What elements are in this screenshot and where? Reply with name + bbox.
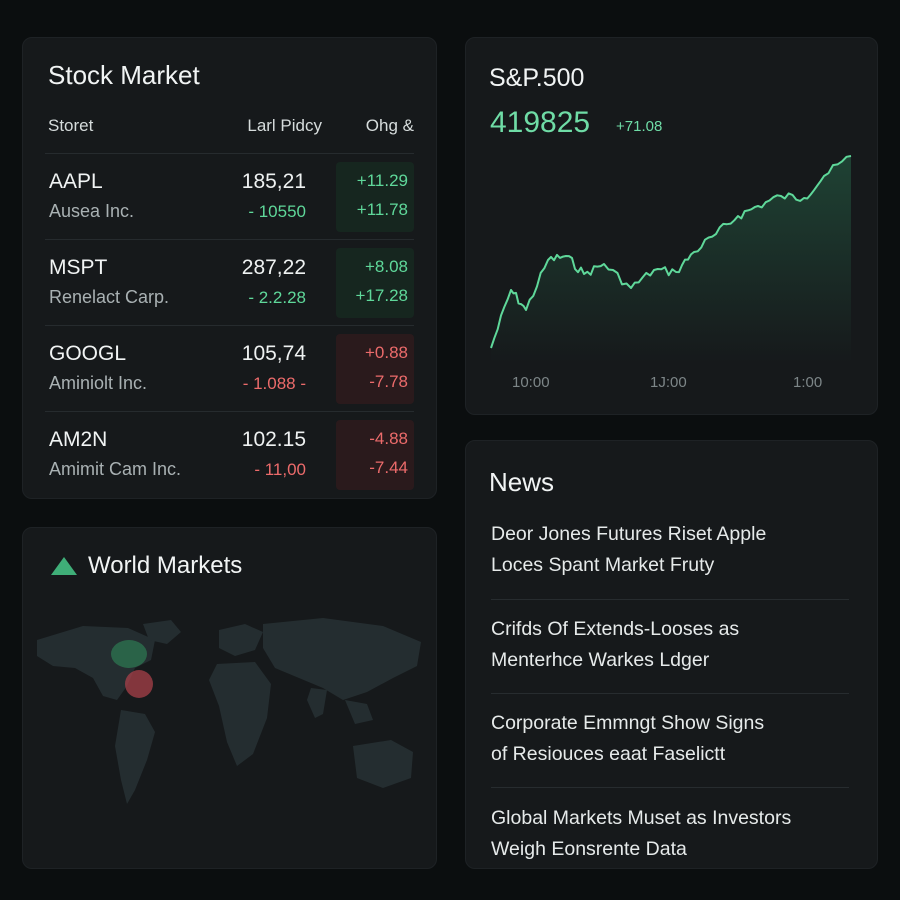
map-india [307, 688, 327, 718]
news-headline-line: Corporate Emmngt Show Signs [491, 712, 765, 734]
company-name: Ausea Inc. [49, 201, 135, 221]
change-percent: -7.78 [369, 372, 408, 391]
news-item[interactable]: Corporate Emmngt Show Signs of Resiouces… [491, 708, 849, 770]
news-headline-line: of Resiouces eaat Faselictt [491, 743, 726, 765]
news-item[interactable]: Crifds Of Extends-Looses as Menterhce Wa… [491, 614, 849, 676]
company-name: Amimit Cam Inc. [49, 459, 182, 479]
price-change: - 11,00 [254, 460, 306, 479]
map-europe [219, 624, 263, 656]
sp500-value: 419825 [490, 106, 591, 139]
header-change[interactable]: Ohg & [365, 116, 414, 135]
news-divider [491, 599, 849, 600]
change-value: +8.08 [364, 257, 408, 276]
news-divider [491, 693, 849, 694]
stock-row-am2n[interactable]: AM2N Amimit Cam Inc. 102.15 - 11,00 -4.8… [45, 412, 414, 498]
sp500-area [491, 156, 851, 363]
x-tick-label: 1J:00 [650, 374, 687, 391]
stock-row-mspt[interactable]: MSPT Renelact Carp. 287,22 - 2.2.28 +8.0… [45, 240, 414, 326]
stock-price: 185,21 [241, 170, 306, 193]
change-percent: +17.28 [355, 286, 408, 305]
price-change: - 2.2.28 [248, 288, 306, 307]
news-headline-line: Weigh Eonsrente Data [491, 838, 687, 860]
sp500-change: +71.08 [616, 118, 663, 135]
map-greenland [143, 620, 181, 644]
change-badge: +11.29 +11.78 [336, 162, 414, 232]
news-card: News Deor Jones Futures Riset Apple Loce… [465, 440, 878, 869]
sp500-title: S&P.500 [489, 64, 585, 92]
change-value: -4.88 [369, 429, 408, 448]
change-percent: +11.78 [356, 200, 408, 219]
news-headline-line: Crifds Of Extends-Looses as [491, 618, 740, 640]
change-value: +0.88 [364, 343, 408, 362]
company-name: Renelact Carp. [49, 287, 170, 307]
price-change: - 10550 [248, 202, 306, 221]
map-highlight-na-south [125, 670, 153, 698]
news-item[interactable]: Global Markets Muset as Investors Weigh … [491, 803, 849, 865]
stock-symbol: AM2N [49, 428, 108, 451]
map-se-asia [345, 700, 373, 724]
price-change: - 1.088 - [242, 374, 306, 393]
news-item[interactable]: Deor Jones Futures Riset Apple Loces Spa… [491, 519, 849, 581]
news-headline-line: Global Markets Muset as Investors [491, 807, 792, 829]
stock-row-googl[interactable]: GOOGL Aminiolt Inc. 105,74 - 1.088 - +0.… [45, 326, 414, 412]
world-markets-card: World Markets [22, 527, 437, 869]
stock-symbol: GOOGL [49, 342, 127, 365]
sp500-card: S&P.500 419825 +71.08 10:00 1J:00 1:00 [465, 37, 878, 415]
triangle-up-icon [51, 557, 77, 575]
header-last-price[interactable]: Larl Pidcy [247, 116, 322, 135]
sp500-line [490, 155, 852, 349]
stock-market-card: Stock Market Storet Larl Pidcy Ohg & AAP… [22, 37, 437, 499]
change-badge: +0.88 -7.78 [336, 334, 414, 404]
company-name: Aminiolt Inc. [49, 373, 148, 393]
news-divider [491, 787, 849, 788]
world-markets-title: World Markets [88, 552, 243, 579]
stock-symbol: MSPT [49, 256, 108, 279]
world-map[interactable] [23, 528, 437, 869]
header-divider [45, 153, 414, 154]
stock-market-title: Stock Market [48, 60, 200, 90]
map-asia [263, 618, 421, 700]
stock-price: 105,74 [241, 342, 306, 365]
stock-table-header: Storet Larl Pidcy Ohg & [48, 116, 414, 136]
stock-price: 287,22 [241, 256, 306, 279]
news-headline-line: Loces Spant Market Fruty [491, 554, 715, 576]
stock-row-aapl[interactable]: AAPL Ausea Inc. 185,21 - 10550 +11.29 +1… [45, 154, 414, 240]
x-tick-label: 10:00 [512, 374, 550, 391]
news-headline-line: Deor Jones Futures Riset Apple [491, 523, 767, 545]
change-value: +11.29 [356, 171, 408, 190]
news-headline-line: Menterhce Warkes Ldger [491, 649, 710, 671]
header-stock[interactable]: Storet [48, 116, 94, 135]
news-title: News [489, 467, 555, 497]
stock-symbol: AAPL [49, 170, 103, 193]
map-africa [209, 662, 271, 766]
map-australia [353, 740, 413, 788]
change-badge: -4.88 -7.44 [336, 420, 414, 490]
map-highlight-na-east [111, 640, 147, 668]
sp500-line-chart[interactable] [466, 38, 878, 415]
map-south-america [115, 710, 155, 804]
change-percent: -7.44 [369, 458, 408, 477]
x-tick-label: 1:00 [793, 374, 823, 391]
stock-price: 102.15 [241, 428, 306, 451]
change-badge: +8.08 +17.28 [336, 248, 414, 318]
